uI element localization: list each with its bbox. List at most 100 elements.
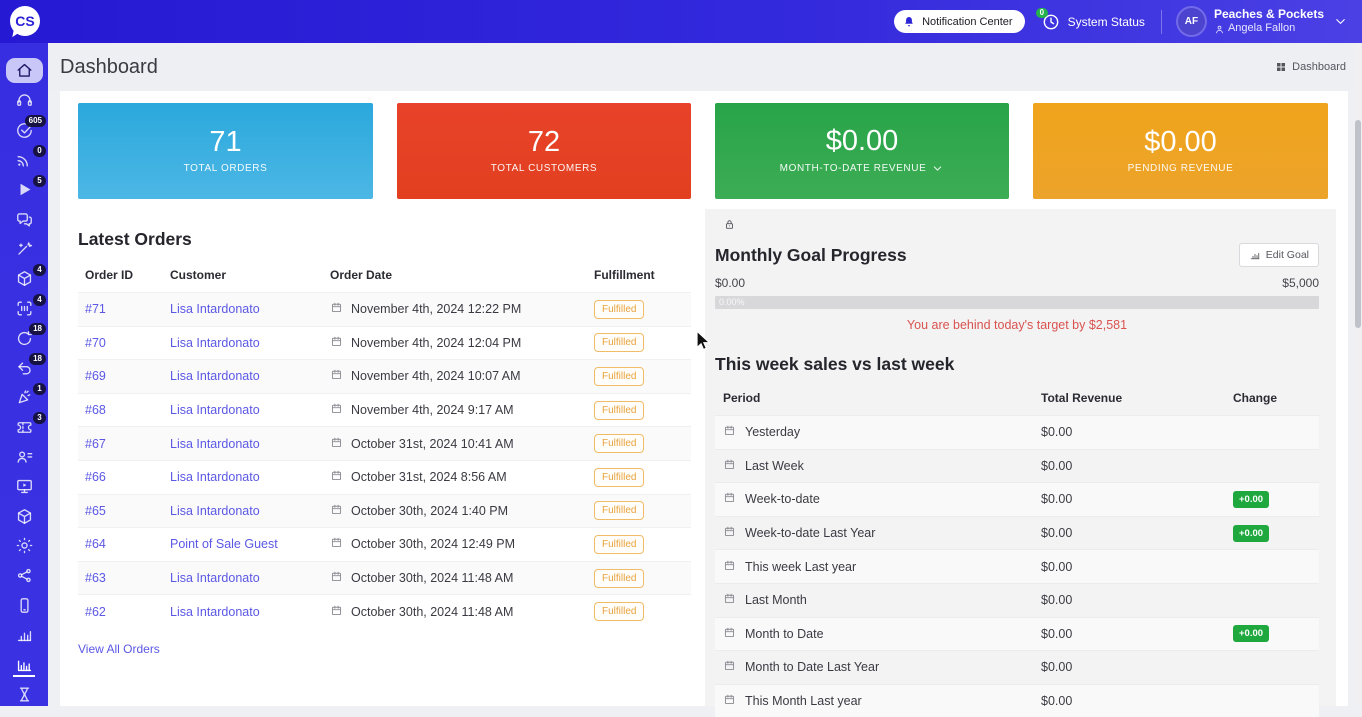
return-icon [17,362,31,375]
sidebar-item-chart[interactable] [0,620,48,650]
fulfillment-badge: Fulfilled [594,400,645,420]
sidebar-item-reviews[interactable]: 605 [0,115,48,145]
order-row: #63 Lisa Intardonato October 30th, 2024 … [78,560,691,595]
sidebar: 605 0 5 4 4 18 18 1 3 [0,43,48,706]
edit-goal-label: Edit Goal [1265,249,1309,261]
edit-goal-button[interactable]: Edit Goal [1238,243,1319,267]
calendar-icon [724,627,735,637]
order-customer-link[interactable]: Lisa Intardonato [170,503,260,518]
sidebar-badge: 4 [33,293,46,306]
sidebar-item-package[interactable]: 4 [0,263,48,294]
share-icon [17,568,31,583]
sidebar-badge: 18 [29,323,46,336]
app-logo[interactable]: CS [10,6,40,36]
sidebar-item-party[interactable]: 1 [0,382,48,413]
order-customer-link[interactable]: Lisa Intardonato [170,604,260,619]
order-id-link[interactable]: #71 [85,302,106,317]
sidebar-item-chat[interactable] [0,204,48,234]
scrollbar-thumb[interactable] [1355,120,1361,328]
sidebar-item-repeat[interactable]: 18 [0,323,48,353]
page-header: Dashboard Dashboard [48,43,1362,91]
person-icon [1214,24,1225,35]
calendar-icon [331,303,342,313]
clock-icon [1041,12,1061,32]
order-customer-link[interactable]: Lisa Intardonato [170,436,260,451]
order-id-link[interactable]: #63 [85,571,106,586]
fulfillment-badge: Fulfilled [594,602,645,622]
sidebar-item-scan[interactable]: 4 [0,293,48,324]
home-icon [16,64,32,78]
bar-chart-icon [1249,249,1261,261]
sidebar-item-box[interactable] [0,501,48,531]
order-customer-link[interactable]: Lisa Intardonato [170,571,260,586]
sidebar-item-play[interactable]: 5 [0,174,48,205]
calendar-icon [331,470,342,481]
person-icon [1216,25,1223,33]
stat-value: 71 [209,126,242,158]
stat-card-pending-revenue[interactable]: $0.00 PENDING REVENUE [1033,103,1328,199]
sidebar-item-media[interactable] [0,472,48,502]
order-customer-link[interactable]: Lisa Intardonato [170,369,260,384]
sales-revenue: $0.00 [1041,425,1073,440]
sidebar-item-settings[interactable] [0,531,48,561]
sidebar-item-magic-wand[interactable] [0,234,48,264]
system-status-button[interactable]: 0 System Status [1035,7,1145,32]
sales-period: Last Week [723,458,1041,474]
fulfillment-badge: Fulfilled [594,568,645,588]
order-customer-link[interactable]: Lisa Intardonato [170,470,260,485]
stat-card-month-to-date-revenue[interactable]: $0.00 MONTH-TO-DATE REVENUE [715,103,1009,199]
scan-icon [16,301,32,316]
order-id-link[interactable]: #62 [85,604,106,619]
sidebar-item-contacts[interactable] [0,442,48,472]
sidebar-item-ticket[interactable]: 3 [0,412,48,442]
col-order-date: Order Date [330,268,393,282]
stat-card-total-orders[interactable]: 71 TOTAL ORDERS [78,103,373,199]
grid-icon [1277,63,1286,71]
sidebar-item-return[interactable]: 18 [0,352,48,383]
order-id-link[interactable]: #66 [85,470,106,485]
order-customer-link[interactable]: Lisa Intardonato [170,403,260,418]
order-id-link[interactable]: #69 [85,369,106,384]
order-id-link[interactable]: #68 [85,403,106,418]
order-customer-link[interactable]: Lisa Intardonato [170,302,260,317]
page-title: Dashboard [60,55,158,78]
broadcast-icon [16,156,28,167]
sidebar-item-mobile[interactable] [0,590,48,620]
sidebar-badge: 0 [33,145,46,158]
stat-label: TOTAL ORDERS [183,163,268,174]
view-all-orders-link[interactable]: View All Orders [78,641,160,656]
sidebar-item-share[interactable] [0,561,48,591]
sidebar-item-broadcast[interactable]: 0 [0,145,48,175]
calendar-icon [724,694,735,705]
settings-icon [16,538,32,554]
orders-table-body: #71 Lisa Intardonato November 4th, 2024 … [78,292,691,628]
sidebar-badge: 1 [33,382,46,395]
headset-icon [16,94,32,106]
order-id-link[interactable]: #64 [85,537,106,552]
chevron-down-icon[interactable] [1333,14,1348,29]
sidebar-item-headset[interactable] [0,86,48,116]
system-status-label: System Status [1067,14,1145,29]
order-id-link[interactable]: #65 [85,503,106,518]
order-id-link[interactable]: #70 [85,335,106,350]
stat-card-total-customers[interactable]: 72 TOTAL CUSTOMERS [397,103,691,199]
sidebar-badge: 18 [29,352,46,365]
goal-range-min: $0.00 [715,276,746,290]
chevron-down-icon [934,166,942,171]
sales-row: Yesterday $0.00 [715,415,1319,449]
order-row: #65 Lisa Intardonato October 30th, 2024 … [78,493,691,528]
order-id-link[interactable]: #67 [85,436,106,451]
sidebar-item-hourglass[interactable] [0,679,48,709]
sidebar-item-analytics[interactable] [0,650,48,680]
sales-row: This week Last year $0.00 [715,549,1319,583]
notification-center-button[interactable]: Notification Center [894,10,1025,33]
magic-wand-icon [17,242,32,256]
goal-warning-text: You are behind today's target by $2,581 [906,318,1128,332]
account-menu[interactable]: AF Peaches & Pockets Angela Fallon [1177,7,1348,36]
sales-table-body: Yesterday $0.00 Last Week $0.00 Week-to-… [715,415,1319,717]
sidebar-item-home[interactable] [0,56,48,86]
order-customer-link[interactable]: Point of Sale Guest [170,537,278,552]
order-customer-link[interactable]: Lisa Intardonato [170,335,260,350]
order-row: #68 Lisa Intardonato November 4th, 2024 … [78,392,691,427]
notification-center-label: Notification Center [922,15,1013,28]
